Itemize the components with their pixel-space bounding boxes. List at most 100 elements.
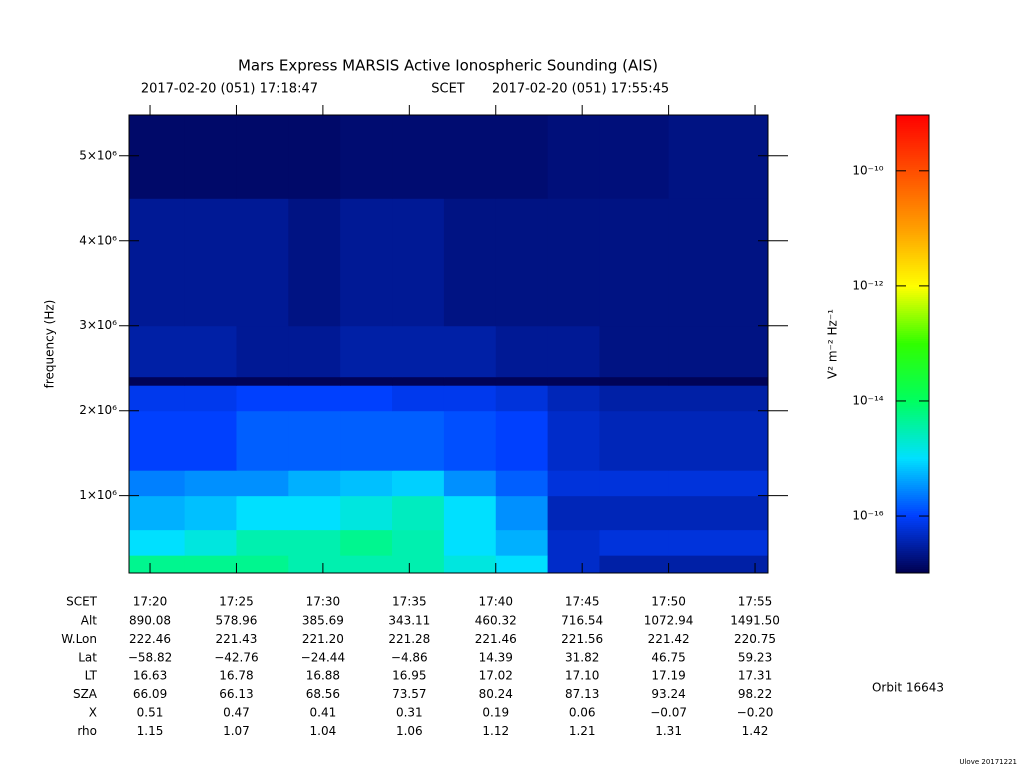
colorbar-swatch <box>896 379 929 382</box>
colorbar-swatch <box>896 537 929 540</box>
heatmap-cell <box>495 555 549 574</box>
heatmap-cell <box>668 385 769 412</box>
heatmap-cell <box>599 376 670 386</box>
colorbar-swatch <box>896 375 929 378</box>
colorbar-swatch <box>896 287 929 290</box>
ephemeris-value: 16.63 <box>133 669 167 683</box>
colorbar-swatch <box>896 303 929 306</box>
colorbar-swatch <box>896 427 929 430</box>
ephemeris-value: 0.19 <box>482 706 509 720</box>
ephemeris-value: 68.56 <box>306 687 340 701</box>
x-tick-label: 17:25 <box>219 595 254 609</box>
colorbar-swatch <box>896 309 929 312</box>
colorbar-swatch <box>896 225 929 228</box>
heatmap-cell <box>392 376 445 386</box>
heatmap-cell <box>184 410 237 471</box>
colorbar-swatch <box>896 521 929 524</box>
heatmap-cell <box>547 325 600 378</box>
colorbar-swatch <box>896 377 929 380</box>
ephemeris-value: 0.06 <box>569 706 596 720</box>
heatmap-cell <box>599 555 670 574</box>
colorbar-swatch <box>896 519 929 522</box>
ephemeris-label: W.Lon <box>61 632 97 646</box>
ephemeris-value: 46.75 <box>651 650 685 664</box>
colorbar-swatch <box>896 507 929 510</box>
heatmap-cell <box>547 410 600 471</box>
colorbar-swatch <box>896 275 929 278</box>
heatmap-cell <box>547 115 600 199</box>
colorbar-swatch <box>896 271 929 274</box>
colorbar-swatch <box>896 469 929 472</box>
colorbar-swatch <box>896 131 929 134</box>
ephemeris-label: SZA <box>73 687 98 701</box>
heatmap-cell <box>599 495 670 531</box>
colorbar-swatch <box>896 503 929 506</box>
heatmap-cell <box>443 470 497 497</box>
colorbar-swatch <box>896 381 929 384</box>
heatmap-cell <box>392 410 445 471</box>
heatmap-cell <box>392 198 445 327</box>
heatmap-cell <box>129 385 186 412</box>
colorbar-swatch <box>896 419 929 422</box>
y-tick-label: 3×10⁶ <box>79 318 117 332</box>
colorbar-swatch <box>896 369 929 372</box>
colorbar-swatch <box>896 401 929 404</box>
colorbar-swatch <box>896 425 929 428</box>
colorbar-swatch <box>896 541 929 544</box>
colorbar-swatch <box>896 127 929 130</box>
ephemeris-value: 73.57 <box>392 687 426 701</box>
heatmap-cell <box>668 555 769 574</box>
chart-title: Mars Express MARSIS Active Ionospheric S… <box>238 57 658 75</box>
colorbar-swatch <box>896 415 929 418</box>
ephemeris-value: 222.46 <box>129 632 171 646</box>
colorbar-swatch <box>896 483 929 486</box>
x-tick-label: 17:55 <box>738 595 773 609</box>
colorbar-swatch <box>896 347 929 350</box>
colorbar-swatch <box>896 307 929 310</box>
heatmap-cell <box>547 529 600 556</box>
colorbar-swatch <box>896 487 929 490</box>
colorbar-swatch <box>896 345 929 348</box>
colorbar-swatch <box>896 539 929 542</box>
colorbar-swatch <box>896 117 929 120</box>
colorbar-swatch <box>896 439 929 442</box>
heatmap-cell <box>668 115 769 199</box>
ephemeris-value: 80.24 <box>479 687 513 701</box>
colorbar-swatch <box>896 501 929 504</box>
heatmap-cell <box>599 115 670 199</box>
colorbar-swatch <box>896 555 929 558</box>
heatmap-cell <box>340 385 393 412</box>
colorbar-swatch <box>896 281 929 284</box>
heatmap-cell <box>495 470 549 497</box>
heatmap-cell <box>236 198 289 327</box>
colorbar-swatch <box>896 481 929 484</box>
colorbar-swatch <box>896 261 929 264</box>
ephemeris-value: 221.46 <box>475 632 517 646</box>
colorbar-swatch <box>896 445 929 448</box>
colorbar-swatch <box>896 463 929 466</box>
colorbar-swatch <box>896 205 929 208</box>
colorbar-swatch <box>896 565 929 568</box>
colorbar-swatch <box>896 121 929 124</box>
colorbar-swatch <box>896 289 929 292</box>
heatmap-cell <box>599 529 670 556</box>
ephemeris-value: 220.75 <box>734 632 776 646</box>
colorbar-swatch <box>896 385 929 388</box>
ephemeris-value: 31.82 <box>565 650 599 664</box>
heatmap-cell <box>392 115 445 199</box>
heatmap-cell <box>495 385 549 412</box>
colorbar-swatch <box>896 405 929 408</box>
ephemeris-value: 716.54 <box>561 614 603 628</box>
colorbar-swatch <box>896 547 929 550</box>
heatmap-cell <box>288 385 341 412</box>
heatmap-cell <box>184 385 237 412</box>
colorbar-swatch <box>896 193 929 196</box>
colorbar-swatch <box>896 363 929 366</box>
heatmap-cell <box>236 376 289 386</box>
colorbar-swatch <box>896 391 929 394</box>
heatmap-cell <box>599 385 670 412</box>
colorbar-swatch <box>896 155 929 158</box>
colorbar-swatch <box>896 247 929 250</box>
heatmap-cell <box>129 495 186 531</box>
colorbar-swatch <box>896 179 929 182</box>
